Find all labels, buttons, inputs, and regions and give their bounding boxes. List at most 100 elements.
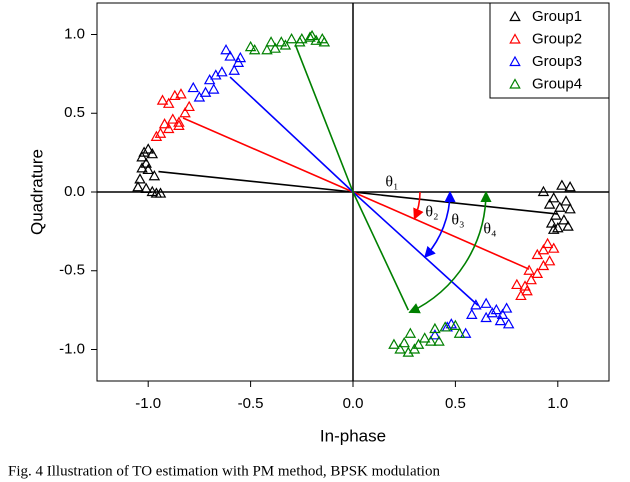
- angle-label: θ₁: [385, 174, 398, 191]
- point: [394, 343, 406, 354]
- vector: [352, 191, 530, 270]
- point: [265, 36, 277, 47]
- point: [525, 273, 537, 285]
- angle-label: θ₄: [483, 221, 497, 238]
- point: [146, 147, 159, 159]
- x-tick-label: -1.0: [135, 395, 161, 412]
- point: [549, 209, 562, 220]
- point: [543, 255, 556, 266]
- point: [199, 86, 212, 97]
- vector: [182, 117, 354, 193]
- point: [183, 100, 195, 112]
- point: [531, 248, 544, 260]
- point: [173, 119, 185, 130]
- point: [480, 311, 492, 323]
- point: [541, 237, 554, 249]
- caption: Fig. 4 Illustration of TO estimation wit…: [8, 463, 440, 479]
- point: [537, 185, 550, 197]
- point: [244, 40, 257, 52]
- point: [560, 195, 572, 206]
- angle-label: θ₂: [425, 204, 438, 221]
- angle-arc: [413, 191, 424, 220]
- point: [547, 223, 560, 234]
- point: [224, 50, 236, 61]
- point: [136, 151, 148, 162]
- y-tick-label: -0.5: [59, 262, 85, 279]
- vector: [352, 191, 479, 306]
- point: [556, 179, 568, 190]
- point: [304, 31, 316, 42]
- point: [179, 107, 191, 118]
- legend-marker: [509, 78, 521, 89]
- point: [279, 39, 292, 50]
- vector: [294, 45, 354, 193]
- x-tick-label: 1.0: [547, 395, 568, 412]
- point: [156, 94, 169, 105]
- point: [511, 278, 523, 290]
- point: [537, 259, 550, 271]
- point: [515, 289, 527, 301]
- point: [453, 327, 466, 338]
- point: [306, 29, 318, 41]
- point: [207, 83, 220, 94]
- point: [140, 157, 152, 168]
- point: [134, 173, 146, 184]
- point: [132, 181, 144, 192]
- legend-marker: [509, 10, 521, 22]
- point: [470, 299, 482, 310]
- point: [154, 187, 167, 198]
- point: [425, 335, 437, 346]
- point: [162, 97, 175, 108]
- point: [523, 264, 535, 275]
- point: [521, 284, 533, 296]
- point: [502, 318, 515, 329]
- point: [537, 244, 550, 255]
- point: [543, 198, 556, 209]
- legend-label: Group4: [532, 75, 582, 92]
- legend-label: Group3: [532, 53, 582, 70]
- point: [142, 143, 154, 154]
- y-tick-label: 1.0: [64, 25, 85, 42]
- point: [466, 308, 478, 319]
- point: [404, 327, 417, 338]
- point: [167, 113, 179, 124]
- legend-box: [489, 2, 610, 99]
- vector: [158, 170, 354, 193]
- x-tick-label: 0.5: [445, 395, 466, 412]
- angle-label: θ₃: [451, 212, 464, 229]
- point: [318, 36, 331, 47]
- point: [158, 118, 171, 129]
- y-tick-label: 0.0: [64, 183, 85, 200]
- point: [234, 51, 247, 63]
- point: [136, 162, 148, 173]
- point: [429, 329, 441, 340]
- point: [496, 308, 509, 319]
- point: [220, 44, 232, 55]
- point: [558, 214, 570, 225]
- point: [261, 44, 273, 55]
- point: [531, 267, 544, 278]
- point: [562, 220, 574, 231]
- point: [547, 192, 560, 203]
- point: [216, 66, 228, 77]
- vector: [229, 76, 354, 193]
- point: [175, 88, 187, 99]
- legend-marker: [509, 55, 521, 67]
- point: [564, 181, 576, 192]
- point: [554, 201, 566, 212]
- point: [275, 36, 288, 47]
- point: [150, 130, 163, 141]
- point: [439, 321, 451, 332]
- point: [269, 42, 281, 53]
- point: [494, 314, 507, 326]
- point: [248, 44, 261, 55]
- x-tick-label: -0.5: [238, 395, 264, 412]
- point: [490, 303, 503, 315]
- point: [154, 127, 167, 138]
- legend-label: Group1: [532, 8, 582, 25]
- point: [285, 32, 298, 44]
- x-axis-label: In-phase: [320, 426, 386, 445]
- point: [228, 64, 240, 75]
